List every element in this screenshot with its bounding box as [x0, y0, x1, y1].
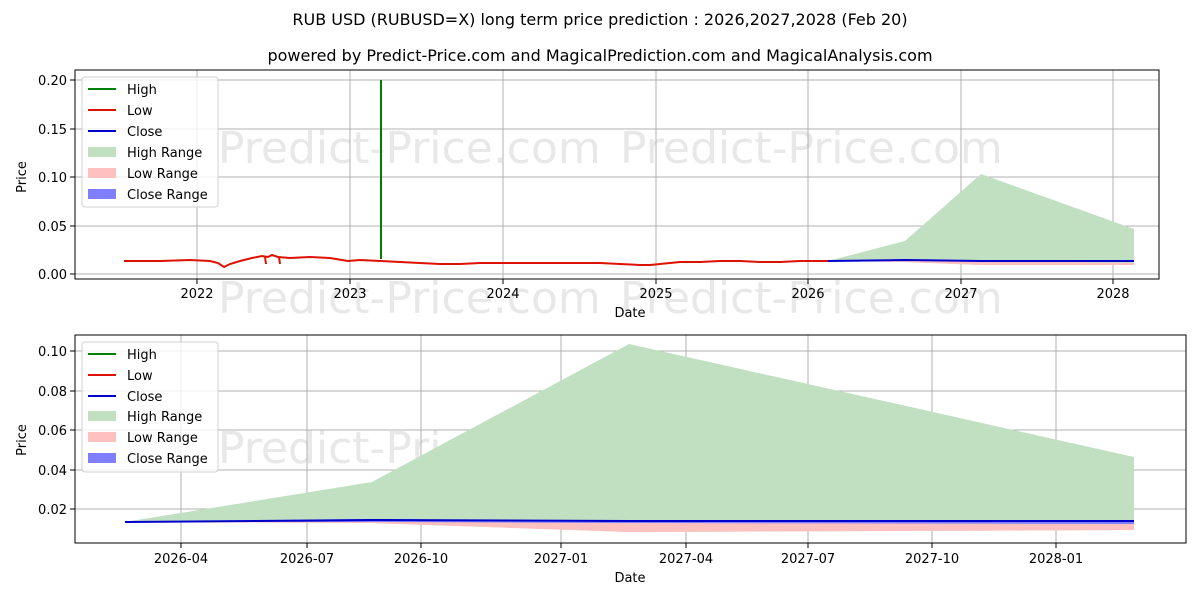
svg-text:0.00: 0.00 [38, 268, 67, 283]
watermark: Predict-Price.com [218, 123, 601, 174]
top-y-label: Price [15, 161, 30, 193]
legend-low: Low [127, 104, 153, 119]
svg-text:0.10: 0.10 [38, 171, 67, 186]
bottom-y-ticks: 0.02 0.04 0.06 0.08 0.10 [38, 345, 75, 518]
svg-text:2026-04: 2026-04 [154, 552, 208, 567]
svg-text:2024: 2024 [486, 287, 519, 302]
svg-text:2027-01: 2027-01 [534, 552, 588, 567]
svg-text:2027: 2027 [944, 287, 977, 302]
svg-text:0.10: 0.10 [38, 345, 67, 360]
legend-low-range: Low Range [127, 431, 198, 446]
svg-text:2027-10: 2027-10 [905, 552, 959, 567]
top-grid [75, 70, 1159, 279]
svg-text:2026-07: 2026-07 [280, 552, 334, 567]
svg-text:2022: 2022 [180, 287, 213, 302]
legend-close-range: Close Range [127, 452, 208, 467]
legend-high: High [127, 348, 157, 363]
close-line [827, 258, 1134, 262]
bottom-x-ticks: 2026-04 2026-07 2026-10 2027-01 2027-04 … [154, 543, 1083, 567]
high-range-area [828, 174, 1134, 265]
legend-close: Close [127, 390, 162, 405]
svg-text:0.05: 0.05 [38, 220, 67, 235]
high-range-area [125, 344, 1134, 532]
top-legend: High Low Close High Range Low Range Clos… [81, 76, 219, 208]
watermark: Predict-Price.com [620, 123, 1003, 174]
svg-text:2028-01: 2028-01 [1029, 552, 1083, 567]
svg-text:0.04: 0.04 [38, 464, 67, 479]
bottom-chart: Predict-Price.com Predict-Price.com 0.02… [15, 334, 1187, 586]
svg-text:0.06: 0.06 [38, 424, 67, 439]
close-line [124, 518, 1134, 523]
svg-text:2025: 2025 [639, 287, 672, 302]
top-axes-frame [74, 69, 1160, 280]
bottom-y-label: Price [15, 424, 30, 456]
chart-subtitle: powered by Predict-Price.com and Magical… [267, 46, 933, 65]
legend-high-range: High Range [127, 146, 202, 161]
watermark: Predict-Price.com [620, 273, 1003, 324]
top-y-ticks: 0.00 0.05 0.10 0.15 0.20 [38, 74, 75, 283]
low-range-area [828, 260, 1134, 265]
legend-close-range: Close Range [127, 188, 208, 203]
watermark: Predict-Price.com [218, 273, 601, 324]
legend-high-range: High Range [127, 410, 202, 425]
svg-text:0.02: 0.02 [38, 503, 67, 518]
legend-high: High [127, 83, 157, 98]
svg-text:0.08: 0.08 [38, 385, 67, 400]
svg-text:2026-10: 2026-10 [394, 552, 448, 567]
top-x-label: Date [614, 306, 645, 321]
top-x-ticks: 2022 2023 2024 2025 2026 2027 2028 [180, 279, 1130, 302]
svg-text:0.20: 0.20 [38, 74, 67, 89]
legend-low-range: Low Range [127, 167, 198, 182]
top-chart: Predict-Price.com Predict-Price.com Pred… [15, 69, 1160, 324]
svg-text:0.15: 0.15 [38, 123, 67, 138]
low-line [124, 253, 828, 269]
svg-text:2028: 2028 [1096, 287, 1129, 302]
bottom-axes-frame [74, 334, 1187, 544]
legend-close: Close [127, 125, 162, 140]
bottom-x-label: Date [614, 571, 645, 586]
bottom-legend: High Low Close High Range Low Range Clos… [81, 341, 219, 473]
svg-text:2023: 2023 [333, 287, 366, 302]
svg-text:2027-07: 2027-07 [781, 552, 835, 567]
low-range-area [125, 521, 1134, 532]
svg-text:2026: 2026 [791, 287, 824, 302]
svg-text:2027-04: 2027-04 [659, 552, 713, 567]
chart-title: RUB USD (RUBUSD=X) long term price predi… [292, 10, 908, 29]
legend-low: Low [127, 369, 153, 384]
